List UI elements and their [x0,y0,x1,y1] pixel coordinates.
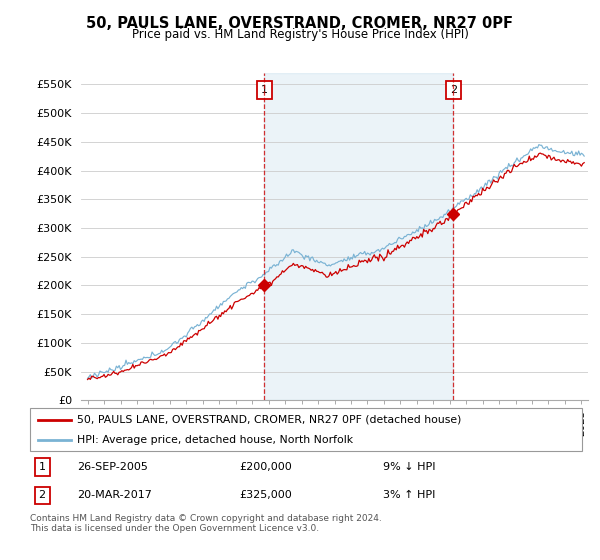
Text: 2: 2 [450,85,457,95]
Bar [265,73,454,400]
Text: 50, PAULS LANE, OVERSTRAND, CROMER, NR27 0PF: 50, PAULS LANE, OVERSTRAND, CROMER, NR27… [86,16,514,31]
Text: HPI: Average price, detached house, North Norfolk: HPI: Average price, detached house, Nort… [77,435,353,445]
Text: 1: 1 [261,85,268,95]
Text: £325,000: £325,000 [240,491,293,501]
Text: 3% ↑ HPI: 3% ↑ HPI [383,491,436,501]
Text: Price paid vs. HM Land Registry's House Price Index (HPI): Price paid vs. HM Land Registry's House … [131,28,469,41]
Text: 1: 1 [38,461,46,472]
Text: 2: 2 [38,491,46,501]
Text: 50, PAULS LANE, OVERSTRAND, CROMER, NR27 0PF (detached house): 50, PAULS LANE, OVERSTRAND, CROMER, NR27… [77,415,461,424]
Text: 26-SEP-2005: 26-SEP-2005 [77,461,148,472]
FancyBboxPatch shape [30,408,582,451]
Text: 20-MAR-2017: 20-MAR-2017 [77,491,152,501]
Text: Contains HM Land Registry data © Crown copyright and database right 2024.
This d: Contains HM Land Registry data © Crown c… [30,514,382,534]
Text: 9% ↓ HPI: 9% ↓ HPI [383,461,436,472]
Text: £200,000: £200,000 [240,461,293,472]
